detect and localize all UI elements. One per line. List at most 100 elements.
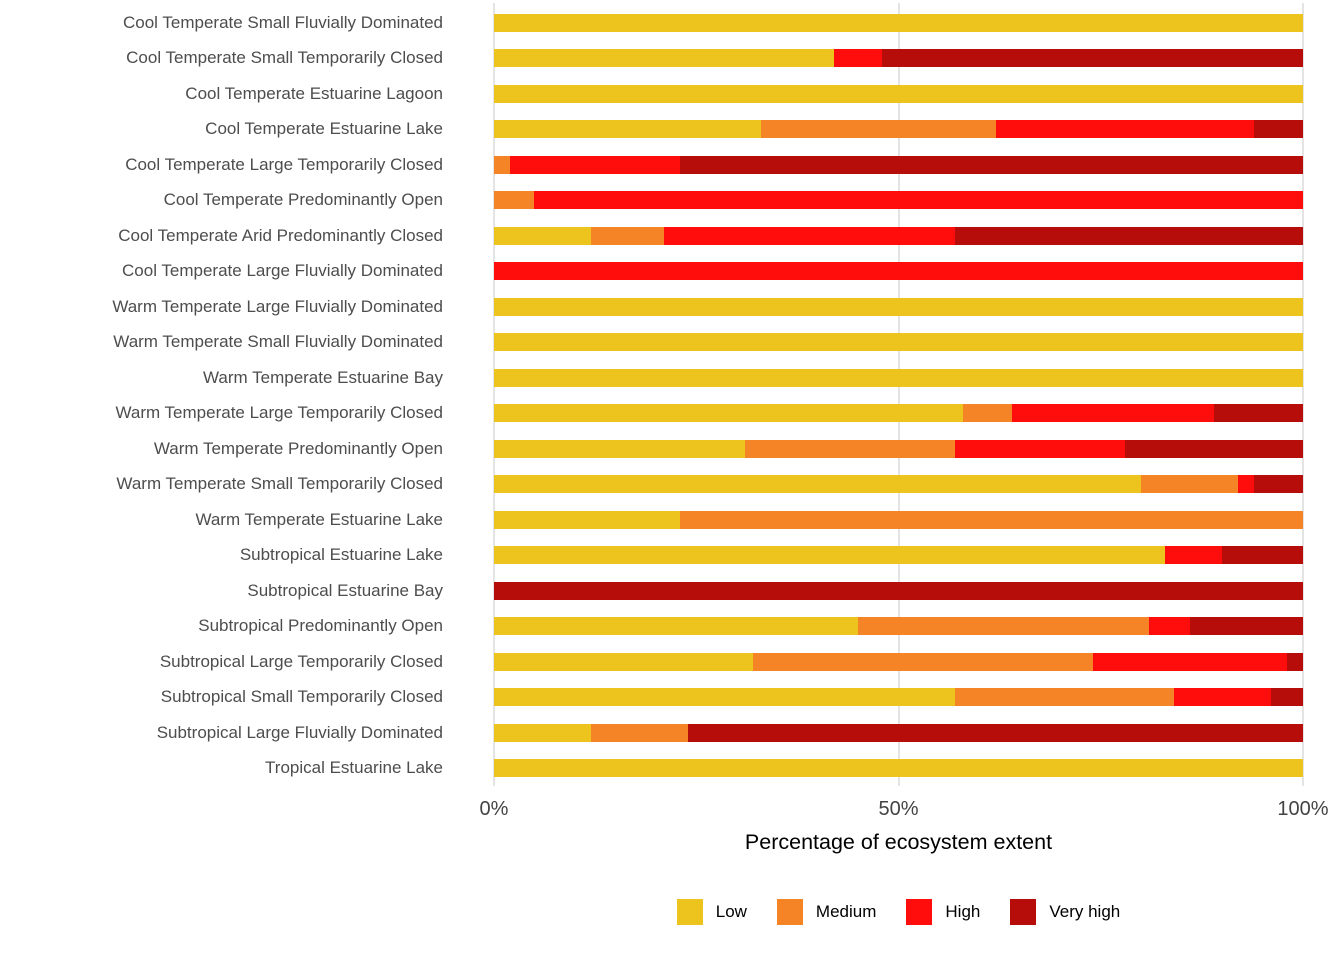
table-row: Warm Temperate Large Temporarily Closed bbox=[0, 396, 1344, 432]
stacked-bar-subtropical-estuarine-lake bbox=[494, 546, 1303, 565]
bar-segment-very-high bbox=[882, 49, 1303, 68]
stacked-bar-cool-temperate-small-fluvially-dominated bbox=[494, 13, 1303, 32]
table-row: Subtropical Small Temporarily Closed bbox=[0, 680, 1344, 716]
legend-label-very-high: Very high bbox=[1049, 902, 1121, 921]
table-row: Cool Temperate Small Fluvially Dominated bbox=[0, 5, 1344, 41]
bar-segment-low bbox=[494, 617, 859, 636]
stacked-bar-cool-temperate-estuarine-lake bbox=[494, 120, 1303, 139]
bar-segment-very-high bbox=[1124, 439, 1303, 458]
table-row: Cool Temperate Small Temporarily Closed bbox=[0, 41, 1344, 77]
bar-segment-low bbox=[494, 546, 1166, 565]
category-label-warm-temperate-estuarine-lake: Warm Temperate Estuarine Lake bbox=[195, 509, 443, 529]
category-label-cool-temperate-estuarine-lagoon: Cool Temperate Estuarine Lagoon bbox=[185, 83, 443, 103]
stacked-bar-warm-temperate-estuarine-bay bbox=[494, 368, 1303, 387]
bar-segment-high bbox=[1238, 475, 1255, 494]
bar-segment-high bbox=[1149, 617, 1190, 636]
bar-segment-very-high bbox=[688, 723, 1303, 742]
bar-track bbox=[494, 644, 1303, 680]
category-label-warm-temperate-predominantly-open: Warm Temperate Predominantly Open bbox=[153, 438, 443, 458]
category-label-subtropical-large-temporarily-closed: Subtropical Large Temporarily Closed bbox=[159, 651, 443, 671]
bar-track bbox=[494, 431, 1303, 467]
bar-track bbox=[494, 502, 1303, 538]
bar-segment-high bbox=[955, 439, 1125, 458]
category-label-cool-temperate-predominantly-open: Cool Temperate Predominantly Open bbox=[163, 190, 443, 210]
table-row: Cool Temperate Arid Predominantly Closed bbox=[0, 218, 1344, 254]
stacked-bar-warm-temperate-estuarine-lake bbox=[494, 510, 1303, 529]
bar-segment-low bbox=[494, 13, 1303, 32]
bar-segment-high bbox=[510, 155, 681, 174]
stacked-bar-warm-temperate-large-fluvially-dominated bbox=[494, 297, 1303, 316]
bar-segment-high bbox=[534, 191, 1303, 210]
stacked-bar-warm-temperate-small-fluvially-dominated bbox=[494, 333, 1303, 352]
table-row: Warm Temperate Estuarine Bay bbox=[0, 360, 1344, 396]
bar-segment-medium bbox=[680, 510, 1303, 529]
legend-item-low: Low bbox=[676, 899, 747, 925]
bar-segment-very-high bbox=[1286, 652, 1303, 671]
table-row: Subtropical Large Temporarily Closed bbox=[0, 644, 1344, 680]
stacked-bar-subtropical-estuarine-bay bbox=[494, 581, 1303, 600]
table-row: Subtropical Estuarine Lake bbox=[0, 538, 1344, 574]
bar-segment-low bbox=[494, 84, 1303, 103]
x-axis: 0% 50% 100% bbox=[480, 798, 1329, 824]
bar-segment-low bbox=[494, 439, 745, 458]
bar-track bbox=[494, 289, 1303, 325]
table-row: Warm Temperate Small Temporarily Closed bbox=[0, 467, 1344, 503]
bar-rows: Cool Temperate Small Fluvially Dominated… bbox=[0, 5, 1344, 787]
legend-item-medium: Medium bbox=[776, 899, 877, 925]
bar-track bbox=[494, 147, 1303, 183]
bar-track bbox=[494, 396, 1303, 432]
bar-track bbox=[494, 112, 1303, 148]
stacked-bar-subtropical-predominantly-open bbox=[494, 617, 1303, 636]
bar-segment-low bbox=[494, 688, 956, 707]
table-row: Subtropical Large Fluvially Dominated bbox=[0, 715, 1344, 751]
bar-segment-high bbox=[1011, 404, 1214, 423]
legend-swatch-medium bbox=[776, 899, 803, 925]
category-label-warm-temperate-small-temporarily-closed: Warm Temperate Small Temporarily Closed bbox=[116, 474, 443, 494]
stacked-bar-subtropical-small-temporarily-closed bbox=[494, 688, 1303, 707]
legend: Low Medium High Very high bbox=[494, 899, 1303, 925]
bar-segment-low bbox=[494, 510, 681, 529]
plot-region: Cool Temperate Small Fluvially Dominated… bbox=[0, 3, 1344, 787]
category-label-tropical-estuarine-lake: Tropical Estuarine Lake bbox=[265, 758, 443, 778]
bar-segment-very-high bbox=[1254, 120, 1303, 139]
table-row: Subtropical Predominantly Open bbox=[0, 609, 1344, 645]
stacked-bar-cool-temperate-large-temporarily-closed bbox=[494, 155, 1303, 174]
bar-segment-low bbox=[494, 368, 1303, 387]
bar-track bbox=[494, 183, 1303, 219]
bar-segment-medium bbox=[494, 155, 511, 174]
stacked-bar-tropical-estuarine-lake bbox=[494, 759, 1303, 778]
bar-segment-high bbox=[833, 49, 883, 68]
category-label-subtropical-estuarine-lake: Subtropical Estuarine Lake bbox=[239, 545, 443, 565]
stacked-bar-warm-temperate-small-temporarily-closed bbox=[494, 475, 1303, 494]
category-label-warm-temperate-small-fluvially-dominated: Warm Temperate Small Fluvially Dominated bbox=[113, 332, 443, 352]
bar-track bbox=[494, 715, 1303, 751]
category-label-cool-temperate-estuarine-lake: Cool Temperate Estuarine Lake bbox=[205, 119, 443, 139]
bar-segment-low bbox=[494, 404, 964, 423]
legend-swatch-very-high bbox=[1010, 899, 1037, 925]
category-label-subtropical-small-temporarily-closed: Subtropical Small Temporarily Closed bbox=[160, 687, 443, 707]
bar-track bbox=[494, 467, 1303, 503]
table-row: Cool Temperate Estuarine Lagoon bbox=[0, 76, 1344, 112]
bar-segment-medium bbox=[591, 226, 664, 245]
bar-segment-medium bbox=[858, 617, 1150, 636]
legend-label-medium: Medium bbox=[815, 902, 877, 921]
bar-segment-high bbox=[1092, 652, 1287, 671]
bar-segment-very-high bbox=[955, 226, 1303, 245]
stacked-bar-cool-temperate-large-fluvially-dominated bbox=[494, 262, 1303, 281]
table-row: Warm Temperate Estuarine Lake bbox=[0, 502, 1344, 538]
bar-track bbox=[494, 325, 1303, 361]
category-label-subtropical-large-fluvially-dominated: Subtropical Large Fluvially Dominated bbox=[156, 722, 443, 742]
bar-segment-medium bbox=[494, 191, 535, 210]
legend-label-low: Low bbox=[715, 902, 747, 921]
bar-track bbox=[494, 218, 1303, 254]
category-label-cool-temperate-small-temporarily-closed: Cool Temperate Small Temporarily Closed bbox=[126, 48, 443, 68]
bar-segment-high bbox=[1173, 688, 1271, 707]
x-axis-title: Percentage of ecosystem extent bbox=[744, 830, 1053, 854]
bar-track bbox=[494, 573, 1303, 609]
bar-segment-high bbox=[1165, 546, 1223, 565]
table-row: Tropical Estuarine Lake bbox=[0, 751, 1344, 787]
category-label-subtropical-predominantly-open: Subtropical Predominantly Open bbox=[198, 616, 443, 636]
table-row: Cool Temperate Estuarine Lake bbox=[0, 112, 1344, 148]
bar-segment-very-high bbox=[1214, 404, 1303, 423]
bar-track bbox=[494, 680, 1303, 716]
